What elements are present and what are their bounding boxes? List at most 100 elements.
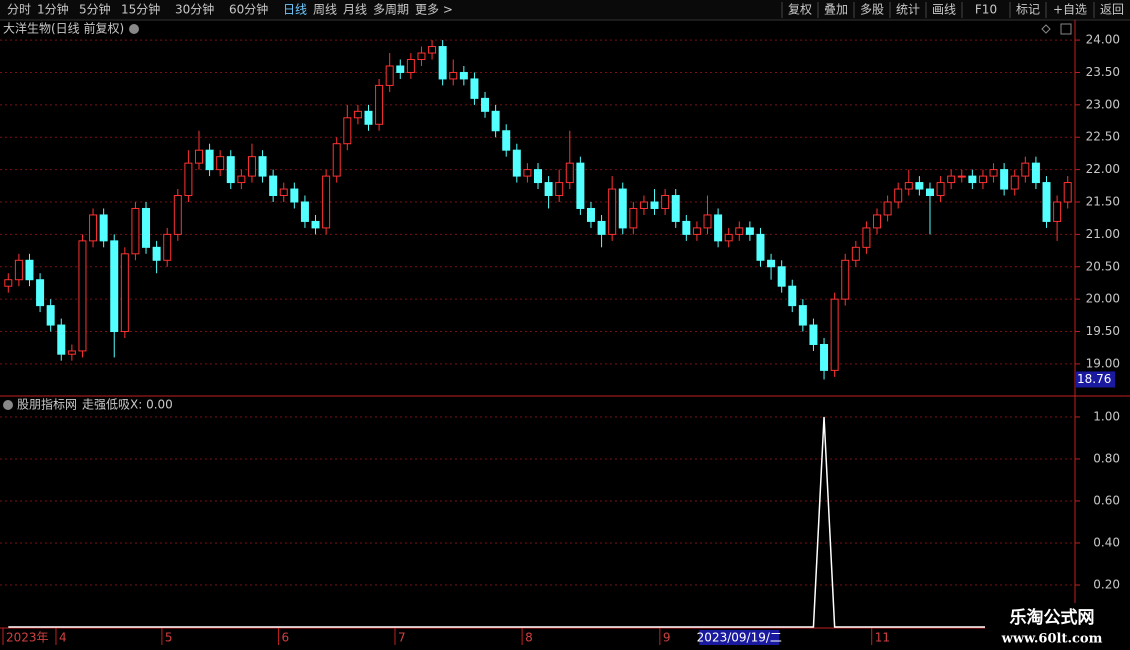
toolbar-tab[interactable]: 月线 — [343, 3, 367, 17]
candle-body — [385, 65, 394, 86]
candle-body — [767, 259, 776, 268]
watermark-title: 乐淘公式网 — [1010, 607, 1095, 628]
candle-body — [1053, 201, 1062, 222]
candle-body — [597, 220, 606, 235]
candle-body — [89, 214, 98, 242]
candle-body — [1031, 162, 1040, 184]
candle-body — [745, 227, 754, 235]
title-icon[interactable] — [129, 24, 139, 34]
candle-body — [142, 207, 151, 248]
candle-body — [14, 259, 23, 281]
y-tick-label: 1.00 — [1093, 409, 1120, 423]
toolbar-tab[interactable]: 1分钟 — [37, 2, 69, 17]
candle-body — [968, 175, 977, 184]
candle-body — [226, 156, 235, 184]
toolbar-tab[interactable]: 更多 > — [415, 3, 453, 17]
toolbar-tab[interactable]: 日线 — [283, 3, 307, 17]
candle-body — [300, 201, 309, 222]
candle-body — [809, 324, 818, 345]
candle-body — [1042, 182, 1051, 222]
toolbar-tab[interactable]: 30分钟 — [175, 2, 214, 17]
toolbar-button[interactable]: 多股 — [860, 3, 884, 17]
cursor-date-box — [699, 630, 780, 645]
candle-body — [269, 175, 278, 197]
x-tick-label: 6 — [281, 631, 289, 645]
y-tick-label: 24.00 — [1086, 33, 1120, 47]
candle-body — [915, 182, 924, 190]
candle-body — [364, 110, 373, 125]
square-icon[interactable] — [1060, 23, 1072, 35]
toolbar-button[interactable]: 叠加 — [824, 3, 848, 17]
y-tick-label: 22.00 — [1086, 162, 1120, 176]
candle-body — [459, 71, 468, 80]
toolbar-tab[interactable]: 多周期 — [373, 3, 409, 17]
candle-body — [67, 350, 76, 355]
candle-body — [258, 156, 267, 177]
x-tick-label: 9 — [663, 631, 671, 645]
candle-body — [862, 227, 871, 248]
toolbar-button[interactable]: 统计 — [896, 3, 920, 17]
toolbar-tab[interactable]: 分时 — [7, 3, 31, 17]
y-tick-label: 21.00 — [1086, 227, 1120, 241]
candle-body — [290, 188, 299, 203]
indicator-title: 股朋指标网 — [17, 397, 77, 412]
x-tick-label: 5 — [165, 631, 173, 645]
candle-body — [788, 285, 797, 307]
candle-body — [46, 305, 55, 326]
candle-body — [639, 201, 648, 209]
candle-body — [841, 259, 850, 300]
candle-body — [682, 220, 691, 235]
candle-body — [978, 175, 987, 184]
candle-body — [353, 110, 362, 119]
candle-body — [586, 207, 595, 222]
candle-body — [438, 46, 447, 80]
candle-body — [99, 214, 108, 242]
candle-body — [798, 305, 807, 326]
candle-body — [894, 188, 903, 203]
toolbar-tab[interactable]: 周线 — [313, 3, 337, 17]
y-tick-label: 23.50 — [1086, 65, 1120, 79]
y-tick-label: 0.60 — [1093, 493, 1120, 507]
candle-body — [904, 182, 913, 190]
candle-body — [714, 214, 723, 242]
y-tick-label: 0.80 — [1093, 451, 1120, 465]
toolbar-button[interactable]: 返回 — [1100, 3, 1124, 17]
x-tick-label: 2023年 — [6, 631, 49, 645]
candle-body — [820, 343, 829, 371]
indicator-value: 走强低吸X: 0.00 — [82, 398, 173, 412]
candle-body — [428, 46, 437, 54]
diamond-icon[interactable] — [1041, 24, 1051, 34]
candle-body — [491, 110, 500, 132]
candle-body — [216, 156, 225, 171]
candle-body — [576, 162, 585, 209]
candle-body — [194, 149, 203, 164]
toolbar-tab[interactable]: 15分钟 — [121, 2, 160, 17]
candle-body — [481, 97, 490, 112]
toolbar-button[interactable]: F10 — [975, 3, 997, 17]
toolbar-button[interactable]: +自选 — [1053, 3, 1087, 17]
indicator-icon[interactable] — [3, 400, 13, 410]
y-tick-label: 0.20 — [1093, 577, 1120, 591]
candle-body — [247, 156, 256, 177]
candle-body — [332, 143, 341, 177]
toolbar-button[interactable]: 复权 — [788, 3, 812, 17]
candle-body — [735, 227, 744, 235]
price-marker-label: 18.76 — [1077, 372, 1111, 386]
candle-body — [703, 214, 712, 229]
toolbar-tab[interactable]: 5分钟 — [79, 2, 111, 17]
candle-body — [873, 214, 882, 229]
candle-body — [618, 188, 627, 229]
candle-body — [279, 188, 288, 197]
toolbar-button[interactable]: 画线 — [932, 3, 956, 17]
candle-body — [661, 195, 670, 209]
y-tick-label: 0.40 — [1093, 535, 1120, 549]
candle-body — [78, 240, 87, 352]
toolbar-button[interactable]: 标记 — [1016, 3, 1040, 17]
candle-body — [830, 298, 839, 371]
toolbar-tab[interactable]: 60分钟 — [229, 2, 268, 17]
watermark-box — [985, 603, 1130, 650]
candle-body — [523, 169, 532, 177]
candle-body — [237, 175, 246, 184]
